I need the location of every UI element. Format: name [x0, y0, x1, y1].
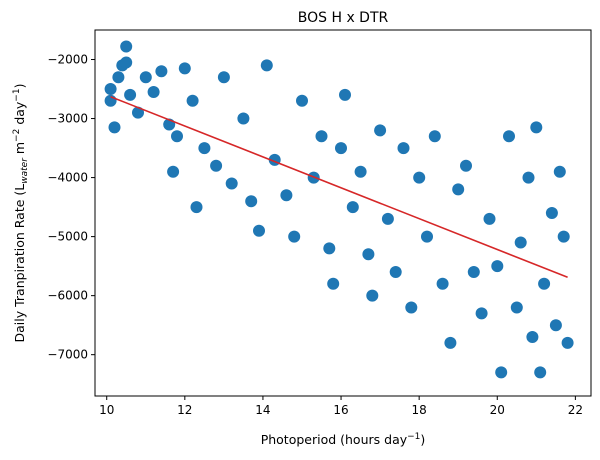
scatter-point	[104, 83, 117, 95]
scatter-point	[327, 277, 340, 290]
x-tick-label: 22	[568, 403, 583, 417]
x-axis-label: Photoperiod (hours day−1)	[261, 432, 426, 447]
scatter-point	[178, 62, 191, 75]
scatter-point	[139, 71, 152, 84]
x-tick-label: 18	[412, 403, 427, 417]
scatter-points	[104, 40, 574, 379]
scatter-point	[260, 59, 273, 72]
scatter-point	[491, 260, 504, 273]
scatter-point	[225, 177, 238, 190]
plot-frame	[94, 29, 592, 397]
scatter-point	[444, 336, 457, 349]
scatter-point	[460, 159, 472, 172]
scatter-point	[397, 142, 410, 155]
scatter-point	[475, 307, 488, 320]
y-axis-label: Daily Tranpiration Rate (Lwater m−2 day−…	[12, 84, 30, 343]
scatter-point	[190, 201, 203, 214]
scatter-point	[124, 88, 137, 101]
scatter-point	[557, 230, 570, 243]
x-tick-label: 16	[333, 403, 348, 417]
scatter-point	[120, 40, 133, 53]
scatter-point	[210, 159, 223, 172]
y-tick-label: −3000	[47, 112, 88, 126]
y-tick-label: −6000	[47, 289, 88, 303]
scatter-point	[288, 230, 301, 243]
scatter-point	[526, 331, 539, 343]
scatter-point	[503, 130, 515, 143]
scatter-point	[362, 248, 375, 261]
scatter-point	[381, 212, 394, 225]
y-tick-label: −4000	[47, 171, 88, 185]
y-tick-label: −5000	[47, 230, 88, 244]
scatter-point	[553, 165, 566, 178]
scatter-point	[346, 201, 359, 214]
y-tick-label: −2000	[47, 53, 88, 67]
x-axis-ticks: 10 12 14 16 18 20 22	[99, 396, 583, 417]
scatter-point	[510, 301, 523, 314]
scatter-point	[421, 230, 433, 243]
scatter-point	[428, 130, 441, 143]
scatter-point	[549, 319, 562, 332]
x-tick-label: 20	[490, 403, 505, 417]
scatter-point	[467, 266, 480, 278]
scatter-point	[561, 336, 574, 349]
scatter-point	[296, 94, 308, 107]
y-tick-label: −7000	[47, 348, 88, 362]
scatter-point	[198, 142, 211, 155]
scatter-point	[171, 130, 183, 143]
x-tick-label: 14	[255, 403, 270, 417]
scatter-point	[545, 207, 558, 219]
scatter-point	[339, 88, 351, 101]
scatter-point	[374, 124, 387, 137]
scatter-point	[112, 71, 125, 84]
scatter-point	[534, 366, 547, 379]
scatter-point	[366, 289, 379, 302]
scatter-point	[253, 224, 265, 237]
trend-line-layer	[110, 95, 568, 279]
trend-line	[110, 95, 568, 279]
scatter-point	[217, 71, 230, 84]
scatter-point	[155, 65, 168, 78]
scatter-point	[354, 165, 367, 178]
scatter-point	[237, 112, 250, 125]
scatter-point	[335, 142, 347, 155]
scatter-point	[108, 121, 121, 134]
scatter-point	[530, 121, 543, 134]
scatter-point	[280, 189, 293, 202]
scatter-point	[405, 301, 418, 314]
chart-title: BOS H x DTR	[298, 10, 389, 26]
scatter-point	[167, 165, 180, 178]
scatter-point	[132, 106, 144, 119]
scatter-point	[147, 86, 160, 98]
x-tick-label: 12	[177, 403, 192, 417]
scatter-point	[436, 277, 449, 290]
scatter-point	[389, 266, 402, 278]
y-axis-ticks: −7000 −6000 −5000 −4000 −3000 −2000	[47, 53, 95, 362]
scatter-point	[186, 94, 199, 107]
scatter-point	[323, 242, 336, 255]
scatter-point	[452, 183, 465, 196]
scatter-point	[104, 94, 117, 107]
scatter-point	[538, 277, 551, 290]
scatter-point	[245, 195, 258, 208]
scatter-point	[522, 171, 535, 184]
scatter-point	[483, 212, 496, 225]
scatter-point	[514, 236, 527, 249]
x-tick-label: 10	[99, 403, 114, 417]
scatter-point	[315, 130, 328, 143]
scatter-point	[495, 366, 508, 379]
scatter-point	[120, 56, 133, 69]
scatter-point	[413, 171, 426, 184]
